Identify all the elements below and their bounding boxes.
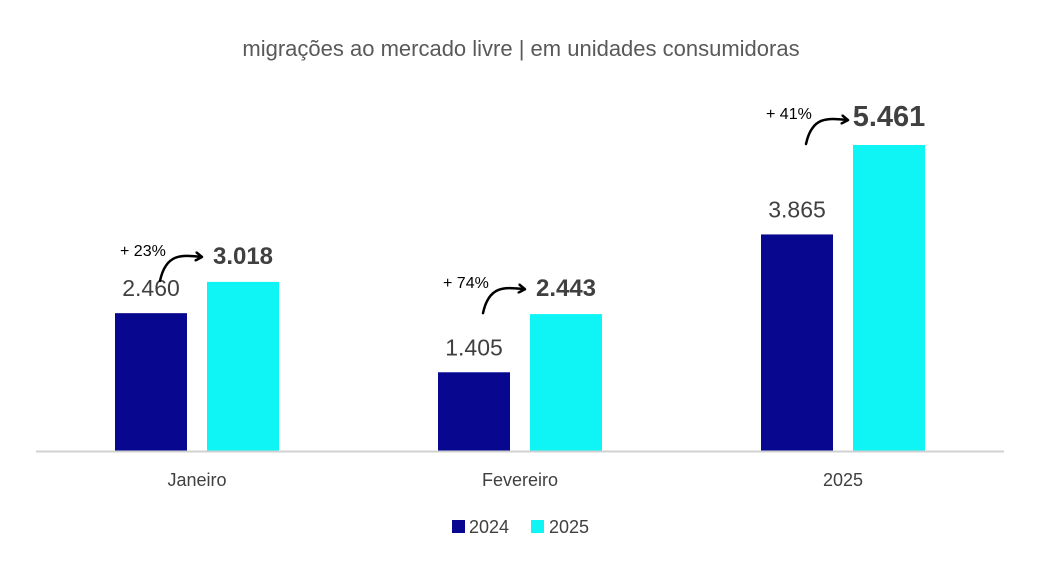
growth-arrow-janeiro xyxy=(158,256,201,283)
category-label-2025: 2025 xyxy=(823,470,863,490)
data-label-2024-2025: 3.865 xyxy=(768,196,826,222)
legend-label-2025: 2025 xyxy=(549,517,589,537)
data-label-2024-janeiro: 2.460 xyxy=(122,275,180,301)
category-label-janeiro: Janeiro xyxy=(167,470,226,490)
bars-layer: 2.460 3.018 Janeiro + 23% 1.405 2.443 Fevereir… xyxy=(115,101,925,490)
growth-label-janeiro: + 23% xyxy=(120,243,166,260)
category-label-fevereiro: Fevereiro xyxy=(482,470,558,490)
bar-2024-janeiro xyxy=(115,313,187,451)
data-label-2024-fevereiro: 1.405 xyxy=(445,334,503,360)
bar-2024-fevereiro xyxy=(438,372,510,451)
legend-label-2024: 2024 xyxy=(469,517,509,537)
chart-title: migrações ao mercado livre | em unidades… xyxy=(242,36,799,61)
bar-2025-janeiro xyxy=(207,281,279,451)
growth-label-fevereiro: + 74% xyxy=(443,275,489,292)
growth-arrow-fevereiro xyxy=(481,288,524,315)
growth-arrow-2025 xyxy=(804,119,847,146)
growth-label-2025: + 41% xyxy=(766,106,812,123)
legend: 2024 2025 xyxy=(452,517,589,537)
bar-2025-2025 xyxy=(853,145,925,451)
bar-2024-2025 xyxy=(761,234,833,451)
data-label-2025-fevereiro: 2.443 xyxy=(536,275,596,302)
data-label-2025-janeiro: 3.018 xyxy=(213,243,273,270)
legend-swatch-2024 xyxy=(452,520,465,533)
bar-2025-fevereiro xyxy=(530,314,602,451)
data-label-2025-2025: 5.461 xyxy=(853,101,926,133)
legend-swatch-2025 xyxy=(531,520,544,533)
